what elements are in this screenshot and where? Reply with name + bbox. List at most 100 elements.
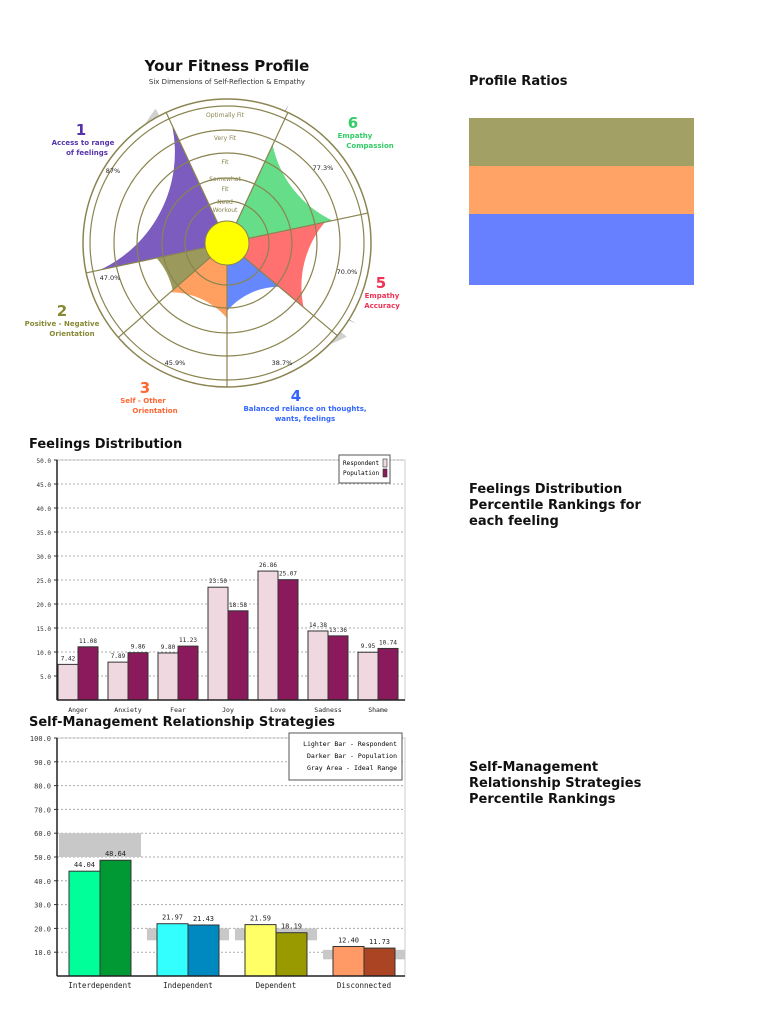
bar-respondent-fear — [157, 652, 179, 701]
dimension-number-6: 6 — [348, 114, 358, 132]
dimension-label: Compassion — [346, 142, 394, 150]
bar-population-love — [277, 579, 299, 701]
sector-4 — [227, 257, 280, 311]
bar-respondent-disconnected — [332, 945, 365, 977]
profile-ratios-title: Profile Ratios — [469, 74, 568, 89]
dimension-label: Empathy — [338, 132, 373, 140]
profile-title: Your Fitness Profile — [144, 57, 310, 75]
data-label: 21.59 — [250, 915, 271, 923]
ring-label: Fit — [221, 186, 229, 193]
data-label: 7.42 — [61, 655, 76, 662]
strategies-side-text: Self-Management Relationship Strategies … — [469, 760, 642, 807]
dimension-number-3: 3 — [140, 379, 150, 397]
data-label: 44.04 — [74, 861, 95, 869]
y-tick-label: 35.0 — [37, 530, 52, 537]
bar-population-shame — [377, 647, 399, 701]
data-label: 21.97 — [162, 914, 183, 922]
category-label: Joy — [222, 706, 234, 714]
y-tick-label: 50.0 — [37, 458, 52, 465]
category-label: Dependent — [256, 981, 297, 990]
data-label: 10.74 — [379, 639, 397, 646]
data-label: 9.95 — [361, 643, 376, 650]
legend-label: Lighter Bar - Respondent — [303, 740, 397, 748]
category-label: Fear — [170, 706, 186, 714]
legend-box — [338, 454, 391, 484]
legend-label: Population — [343, 470, 380, 477]
dimension-label: Access to range — [52, 139, 115, 147]
y-tick-label: 30.0 — [37, 554, 52, 561]
radar-spoke — [117, 256, 211, 338]
y-tick-label: 45.0 — [37, 482, 52, 489]
dimension-label: Orientation — [132, 407, 177, 415]
dimension-label: of feelings — [66, 149, 108, 157]
dimension-number-2: 2 — [57, 302, 67, 320]
dimension-label: wants, feelings — [275, 415, 335, 423]
bar-respondent-sadness — [307, 630, 329, 701]
value-label: 77.3% — [313, 164, 334, 172]
bar-population-joy — [227, 610, 249, 701]
dimension-number-5: 5 — [376, 274, 386, 292]
sector-3 — [170, 257, 227, 318]
bar-population-dependent — [275, 932, 308, 977]
category-label: Anxiety — [114, 706, 141, 714]
y-tick-label: 40.0 — [37, 506, 52, 513]
ideal-range — [59, 833, 141, 857]
legend-label: Gray Area - Ideal Range — [307, 764, 397, 772]
category-label: Shame — [368, 706, 388, 714]
bar-respondent-shame — [357, 651, 379, 701]
dimension-label: Positive - Negative — [25, 320, 100, 328]
y-tick-label: 25.0 — [37, 578, 52, 585]
bar-respondent-anger — [57, 663, 79, 701]
data-label: 14.38 — [309, 622, 327, 629]
ring-label: Workout — [213, 207, 238, 214]
category-label: Independent — [163, 981, 213, 990]
category-label: Sadness — [314, 706, 341, 714]
y-tick-label: 30.0 — [34, 902, 51, 910]
profile-subtitle: Six Dimensions of Self-Reflection & Empa… — [149, 78, 305, 86]
ring-label: Need — [217, 199, 233, 206]
value-label: 38.7% — [272, 359, 293, 367]
bar-population-anxiety — [127, 652, 149, 701]
y-tick-label: 10.0 — [37, 650, 52, 657]
value-label: 45.9% — [165, 359, 186, 367]
value-label: 47.0% — [100, 274, 121, 282]
dimension-label: Balanced reliance on thoughts, — [243, 405, 366, 413]
y-tick-label: 10.0 — [34, 949, 51, 957]
bar-population-independent — [187, 924, 220, 977]
radar-spoke — [86, 246, 206, 274]
y-tick-label: 80.0 — [34, 783, 51, 791]
y-tick-label: 20.0 — [34, 925, 51, 933]
category-label: Anger — [68, 706, 88, 714]
feelings-side-text: Feelings Distribution Percentile Ranking… — [469, 482, 641, 529]
legend-swatch — [382, 458, 388, 468]
data-label: 11.23 — [179, 637, 197, 644]
y-tick-label: 60.0 — [34, 830, 51, 838]
sector-5 — [243, 222, 325, 308]
bar-respondent-independent — [156, 923, 189, 977]
data-label: 11.08 — [79, 638, 97, 645]
data-label: 21.43 — [193, 915, 214, 923]
value-label: 87% — [106, 167, 120, 175]
y-tick-label: 100.0 — [30, 735, 51, 743]
legend-label: Respondent — [343, 460, 380, 467]
dimension-number-1: 1 — [76, 121, 86, 139]
data-label: 18.19 — [281, 923, 302, 931]
bar-respondent-love — [257, 570, 279, 701]
bar-respondent-anxiety — [107, 661, 129, 701]
dimension-label: Orientation — [49, 330, 94, 338]
bar-population-disconnected — [363, 947, 396, 977]
data-label: 48.64 — [105, 850, 126, 858]
data-label: 13.36 — [329, 627, 347, 634]
bar-respondent-interdependent — [68, 870, 101, 977]
sector-6 — [236, 145, 333, 239]
data-label: 18.58 — [229, 602, 247, 609]
ring-label: Somewhat — [209, 176, 241, 183]
radar-center — [204, 220, 250, 266]
bar-population-anger — [77, 646, 99, 701]
feelings-heading: Feelings Distribution — [29, 437, 183, 452]
ratio-block-3 — [469, 214, 694, 285]
y-tick-label: 40.0 — [34, 878, 51, 886]
y-tick-label: 15.0 — [37, 626, 52, 633]
bar-population-interdependent — [99, 859, 132, 977]
